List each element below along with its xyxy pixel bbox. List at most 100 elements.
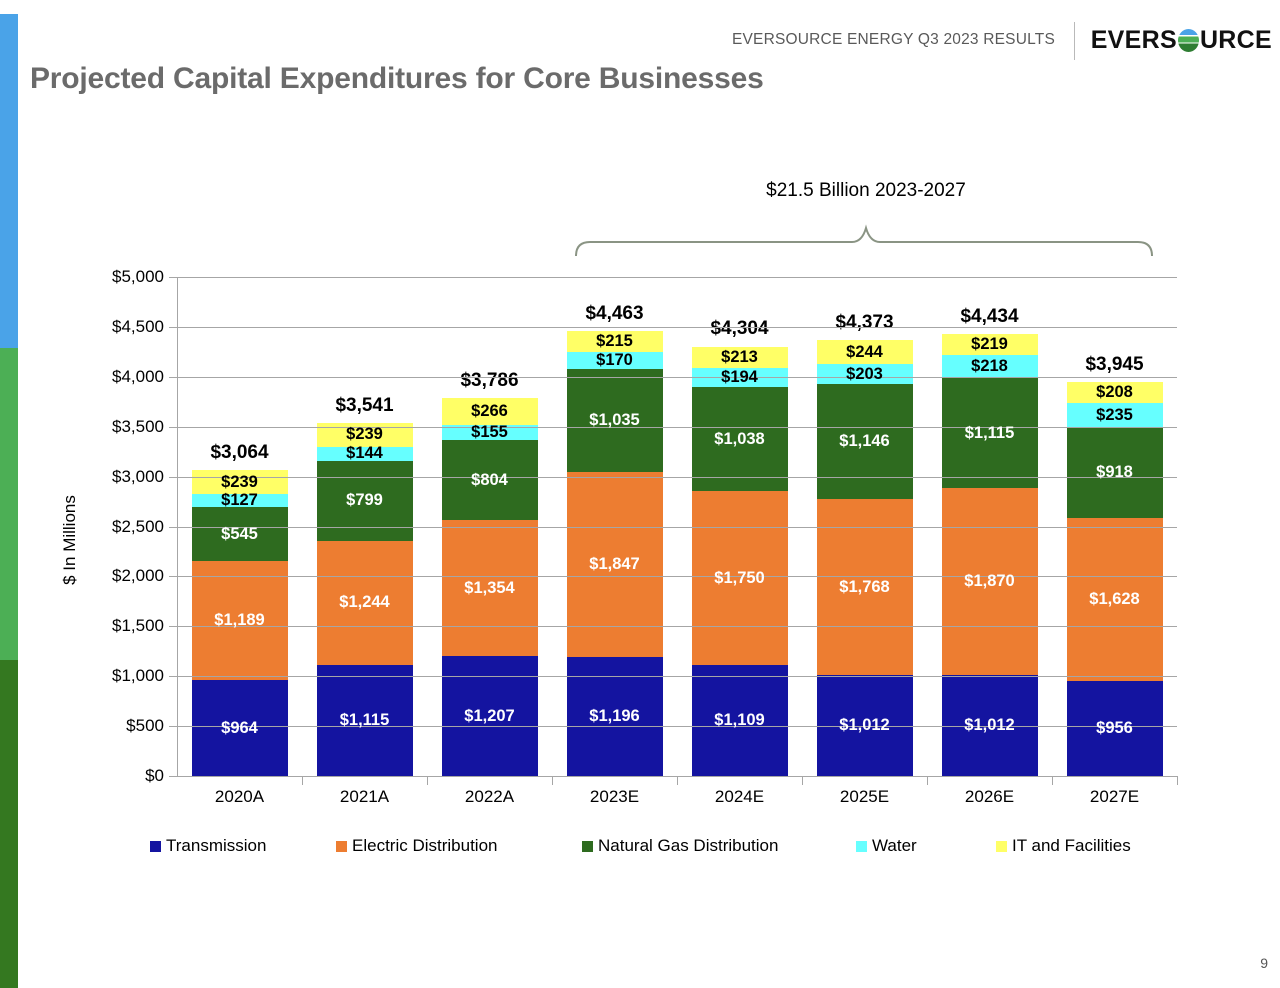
legend-label: Electric Distribution <box>352 836 498 855</box>
bar-segment[interactable]: $155 <box>441 424 538 440</box>
legend-swatch <box>996 840 1007 852</box>
legend-item[interactable]: Natural Gas Distribution <box>582 836 778 856</box>
stacked-bar[interactable]: $1,196 $1,847 $1,035 $170 $215 <box>566 330 663 776</box>
bar-segment[interactable]: $244 <box>816 339 913 364</box>
bar-segment[interactable]: $1,870 <box>941 488 1038 676</box>
bar-segment-value: $918 <box>1096 463 1133 482</box>
bar-segment[interactable]: $1,012 <box>941 675 1038 776</box>
y-axis-tick-label: $0 <box>145 766 164 785</box>
bar-total-label: $3,945 <box>1085 354 1144 376</box>
bar-segment[interactable]: $239 <box>191 470 288 495</box>
bar-segment-value: $235 <box>1096 405 1133 424</box>
x-axis-tickmark <box>1177 776 1178 785</box>
bar-segment[interactable]: $208 <box>1066 382 1163 404</box>
stacked-bar[interactable]: $956 $1,628 $918 $235 $208 <box>1066 382 1163 776</box>
bar-segment[interactable]: $1,012 <box>816 675 913 776</box>
rail-band-green <box>0 348 18 660</box>
bar-segment-value: $1,196 <box>589 707 640 726</box>
logo-text-right: URCE <box>1199 26 1272 54</box>
bar-segment[interactable]: $239 <box>316 422 413 447</box>
bar-segment[interactable]: $964 <box>191 679 288 776</box>
x-axis-tick-label: 2027E <box>1089 787 1140 806</box>
bar-segment[interactable]: $1,628 <box>1066 518 1163 681</box>
eversource-logo: EVERS URCE <box>1091 26 1272 55</box>
bar-segment-value: $1,354 <box>464 578 515 597</box>
bar-segment[interactable]: $203 <box>816 363 913 385</box>
header-divider <box>1074 22 1075 60</box>
bar-segment[interactable]: $1,196 <box>566 656 663 776</box>
bar-segment-value: $203 <box>846 364 883 383</box>
stacked-bar[interactable]: $1,012 $1,768 $1,146 $203 $244 <box>816 339 913 776</box>
bar-segment-value: $1,012 <box>839 716 890 735</box>
bar-segment[interactable]: $127 <box>191 492 288 508</box>
bar-segment[interactable]: $218 <box>941 355 1038 378</box>
y-axis-tick-label: $3,500 <box>112 416 164 436</box>
y-axis-tickmark <box>169 676 177 677</box>
bar-total-label: $3,064 <box>210 442 269 464</box>
stacked-bar[interactable]: $964 $1,189 $545 $127 $239 <box>191 470 288 776</box>
rail-band-blue <box>0 14 18 348</box>
legend-label: Water <box>872 836 917 855</box>
bar-total-label: $4,304 <box>710 318 769 340</box>
bar-segment[interactable]: $1,847 <box>566 472 663 657</box>
bar-segment[interactable]: $1,115 <box>316 664 413 776</box>
bar-segment[interactable]: $918 <box>1066 426 1163 519</box>
y-axis-tickmark <box>169 776 177 777</box>
plot-area: $964 $1,189 $545 $127 $239 $3,064 $1,115 $1,244… <box>177 277 1177 776</box>
bar-segment[interactable]: $266 <box>441 398 538 425</box>
stacked-bar[interactable]: $1,109 $1,750 $1,038 $194 $213 <box>691 346 788 776</box>
stacked-bar[interactable]: $1,115 $1,244 $799 $144 $239 <box>316 422 413 776</box>
bar-segment[interactable]: $1,189 <box>191 561 288 680</box>
brace-annotation-icon <box>575 224 1153 257</box>
y-axis-tick-label: $1,500 <box>112 616 164 636</box>
bar-segment[interactable]: $545 <box>191 506 288 562</box>
stacked-bar[interactable]: $1,012 $1,870 $1,115 $218 $219 <box>941 333 1038 776</box>
legend-item[interactable]: Electric Distribution <box>336 836 498 856</box>
bar-segment[interactable]: $1,768 <box>816 498 913 676</box>
bar-segment-value: $1,189 <box>214 611 265 630</box>
bar-segment[interactable]: $1,750 <box>691 490 788 666</box>
bar-segment[interactable]: $956 <box>1066 680 1163 776</box>
bar-segment[interactable]: $1,035 <box>566 369 663 473</box>
bar-segment-value: $219 <box>971 335 1008 354</box>
bar-segment-value: $1,038 <box>714 429 765 448</box>
gridline <box>177 626 1177 627</box>
bar-segment[interactable]: $170 <box>566 351 663 370</box>
bar-segment[interactable]: $215 <box>566 330 663 353</box>
bar-segment[interactable]: $799 <box>316 460 413 541</box>
bar-segment[interactable]: $194 <box>691 367 788 388</box>
legend-swatch <box>582 840 593 852</box>
legend-item[interactable]: IT and Facilities <box>996 836 1131 856</box>
x-axis-tickmark <box>427 776 428 785</box>
legend-item[interactable]: Transmission <box>150 836 266 856</box>
y-axis-tickmark <box>169 726 177 727</box>
bar-segment-value: $1,109 <box>714 711 765 730</box>
bar-segment[interactable]: $1,038 <box>691 387 788 491</box>
stacked-bar[interactable]: $1,207 $1,354 $804 $155 $266 <box>441 398 538 776</box>
gridline <box>177 377 1177 378</box>
bar-segment[interactable]: $219 <box>941 333 1038 356</box>
bar-segment[interactable]: $1,207 <box>441 655 538 776</box>
y-axis-tickmark <box>169 576 177 577</box>
legend-label: IT and Facilities <box>1012 836 1131 855</box>
y-axis-tickmark <box>169 427 177 428</box>
bar-segment-value: $218 <box>971 357 1008 375</box>
x-axis-tick-label: 2022A <box>464 787 515 806</box>
bar-segment[interactable]: $1,109 <box>691 665 788 776</box>
bar-segment[interactable]: $235 <box>1066 403 1163 427</box>
bar-segment[interactable]: $1,354 <box>441 520 538 656</box>
bar-segment-value: $215 <box>596 332 633 351</box>
legend-item[interactable]: Water <box>856 836 917 856</box>
page-number: 9 <box>1260 955 1268 971</box>
bar-segment[interactable]: $1,244 <box>316 540 413 665</box>
bar-segment[interactable]: $1,146 <box>816 384 913 499</box>
x-axis-tickmark <box>552 776 553 785</box>
bar-segment-value: $964 <box>221 718 258 737</box>
bar-segment[interactable]: $144 <box>316 445 413 461</box>
bar-segment-value: $1,207 <box>464 706 515 725</box>
x-axis-tick-label: 2025E <box>839 787 890 806</box>
bar-segment[interactable]: $213 <box>691 346 788 368</box>
bar-segment[interactable]: $1,115 <box>941 377 1038 489</box>
bar-segment-value: $170 <box>596 351 633 370</box>
bar-segment[interactable]: $804 <box>441 440 538 521</box>
